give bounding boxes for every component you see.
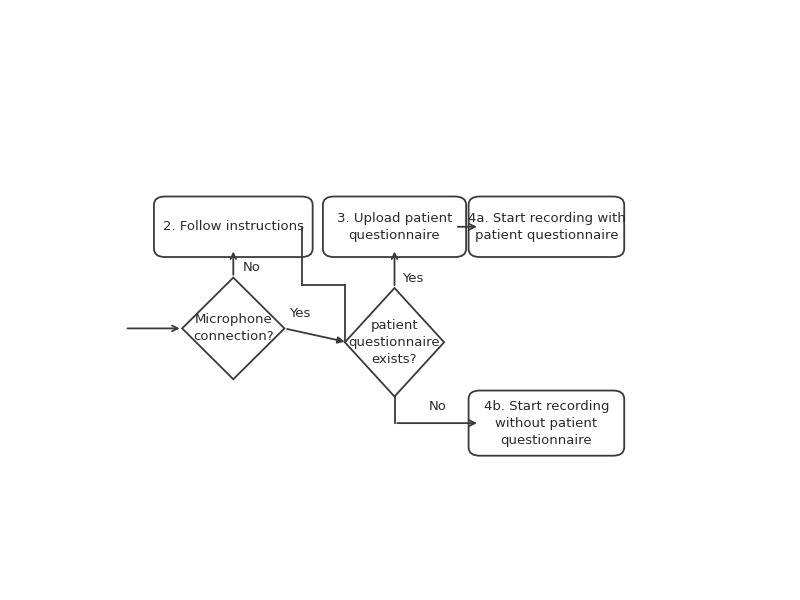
Text: 2. Follow instructions: 2. Follow instructions: [163, 220, 304, 233]
FancyBboxPatch shape: [469, 391, 624, 455]
Polygon shape: [345, 288, 444, 397]
Text: No: No: [243, 261, 261, 274]
Text: 3. Upload patient
questionnaire: 3. Upload patient questionnaire: [337, 212, 452, 242]
Polygon shape: [182, 278, 285, 379]
Text: 4b. Start recording
without patient
questionnaire: 4b. Start recording without patient ques…: [484, 400, 609, 446]
Text: Microphone
connection?: Microphone connection?: [193, 313, 274, 343]
FancyBboxPatch shape: [469, 197, 624, 257]
Text: patient
questionnaire
exists?: patient questionnaire exists?: [349, 319, 440, 366]
Text: 4a. Start recording with
patient questionnaire: 4a. Start recording with patient questio…: [467, 212, 626, 242]
FancyBboxPatch shape: [323, 197, 466, 257]
Text: Yes: Yes: [290, 307, 310, 320]
Text: Yes: Yes: [402, 272, 423, 285]
FancyBboxPatch shape: [154, 197, 313, 257]
Text: No: No: [429, 400, 447, 413]
